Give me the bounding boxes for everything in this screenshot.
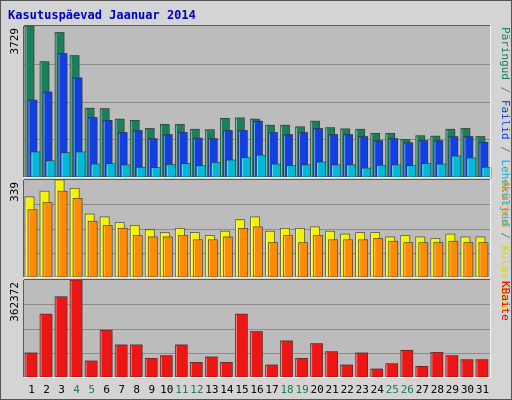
x-tick-day-29: 29: [446, 383, 459, 396]
bot-bar-KBaite-day-31: [475, 359, 489, 378]
top-right-label-4: Külastused: [499, 246, 512, 312]
top-right-label-separator: /: [499, 80, 512, 100]
bot-bar-KBaite-day-11: [175, 344, 188, 378]
x-tick-day-9: 9: [148, 383, 155, 396]
bot-bar-KBaite-day-6: [99, 329, 113, 378]
bot-right-labels: KBaite: [499, 281, 512, 321]
x-tick-day-24: 24: [371, 383, 385, 396]
top-right-label-2: Failid: [499, 100, 512, 140]
bot-bar-KBaite-day-3: [54, 296, 68, 378]
bot-ymax-label: 362372: [8, 282, 21, 322]
top-right-label-separator: /: [499, 226, 512, 246]
x-tick-day-2: 2: [43, 383, 50, 396]
bot-bar-KBaite-day-13: [205, 356, 218, 378]
bot-bar-KBaite-day-28: [430, 352, 444, 378]
bot-bar-KBaite-day-25: [385, 363, 399, 378]
x-tick-day-8: 8: [133, 383, 140, 396]
mid-right-label-1: Aruteid: [499, 181, 512, 227]
mid-right-labels: Aruteid: [499, 181, 512, 227]
x-tick-day-13: 13: [205, 383, 218, 396]
x-tick-day-28: 28: [431, 383, 444, 396]
bot-bar-KBaite-day-10: [159, 355, 173, 378]
mid-ymax-label: 339: [8, 182, 21, 202]
bot-bar-KBaite-day-7: [114, 344, 128, 378]
bot-right-label-1: KBaite: [499, 281, 512, 321]
bot-bar-KBaite-day-29: [445, 355, 459, 378]
bot-bar-KBaite-day-15: [235, 313, 248, 378]
x-tick-day-3: 3: [58, 383, 65, 396]
bot-bar-KBaite-day-5: [84, 360, 98, 378]
x-tick-day-5: 5: [88, 383, 95, 396]
x-tick-day-18: 18: [280, 383, 293, 396]
bot-bar-KBaite-day-24: [370, 368, 384, 378]
bot-bar-KBaite-day-8: [129, 344, 143, 378]
x-tick-day-25: 25: [386, 383, 399, 396]
x-tick-day-14: 14: [220, 383, 234, 396]
bot-bar-KBaite-day-4: [69, 279, 83, 378]
bot-bar-KBaite-day-1: [24, 352, 38, 378]
x-tick-day-26: 26: [401, 383, 414, 396]
x-tick-day-23: 23: [356, 383, 369, 396]
bot-bar-KBaite-day-17: [265, 364, 278, 378]
bot-bar-KBaite-day-30: [460, 359, 474, 378]
top-right-label-separator: /: [499, 140, 512, 160]
x-tick-day-27: 27: [416, 383, 429, 396]
bot-bar-KBaite-day-2: [39, 313, 53, 378]
x-tick-day-17: 17: [265, 383, 278, 396]
top-right-labels: Päringud / Failid / Leheküljed / Külastu…: [499, 27, 512, 312]
top-right-label-1: Päringud: [499, 27, 512, 80]
x-tick-day-20: 20: [311, 383, 324, 396]
x-tick-day-6: 6: [103, 383, 110, 396]
bot-bar-KBaite-day-18: [280, 340, 293, 378]
x-tick-day-31: 31: [476, 383, 489, 396]
x-tick-day-15: 15: [235, 383, 248, 396]
x-tick-day-11: 11: [175, 383, 188, 396]
bot-bar-KBaite-day-21: [325, 351, 338, 378]
bot-bar-KBaite-day-9: [144, 357, 158, 378]
x-tick-day-30: 30: [461, 383, 474, 396]
x-tick-day-4: 4: [73, 383, 80, 396]
bot-bar-KBaite-day-16: [250, 331, 263, 378]
x-tick-day-19: 19: [295, 383, 308, 396]
top-ymax-label: 3729: [8, 28, 21, 55]
x-tick-day-12: 12: [190, 383, 203, 396]
x-tick-day-1: 1: [28, 383, 35, 396]
top-right-label-3: Leheküljed: [499, 159, 512, 225]
bot-bar-KBaite-day-26: [400, 349, 414, 378]
x-tick-day-22: 22: [341, 383, 354, 396]
bot-bar-KBaite-day-23: [355, 352, 369, 378]
x-tick-day-10: 10: [160, 383, 173, 396]
bot-bar-KBaite-day-14: [220, 361, 233, 378]
x-tick-day-7: 7: [118, 383, 125, 396]
bot-bar-KBaite-day-22: [340, 364, 353, 378]
bot-bar-KBaite-day-27: [415, 365, 429, 378]
bot-bar-KBaite-day-19: [295, 357, 308, 378]
x-tick-day-16: 16: [250, 383, 263, 396]
chart-title: Kasutuspäevad Jaanuar 2014: [8, 8, 196, 22]
bot-bar-KBaite-day-20: [310, 343, 323, 378]
bot-bar-KBaite-day-12: [190, 361, 203, 378]
x-tick-day-21: 21: [326, 383, 339, 396]
